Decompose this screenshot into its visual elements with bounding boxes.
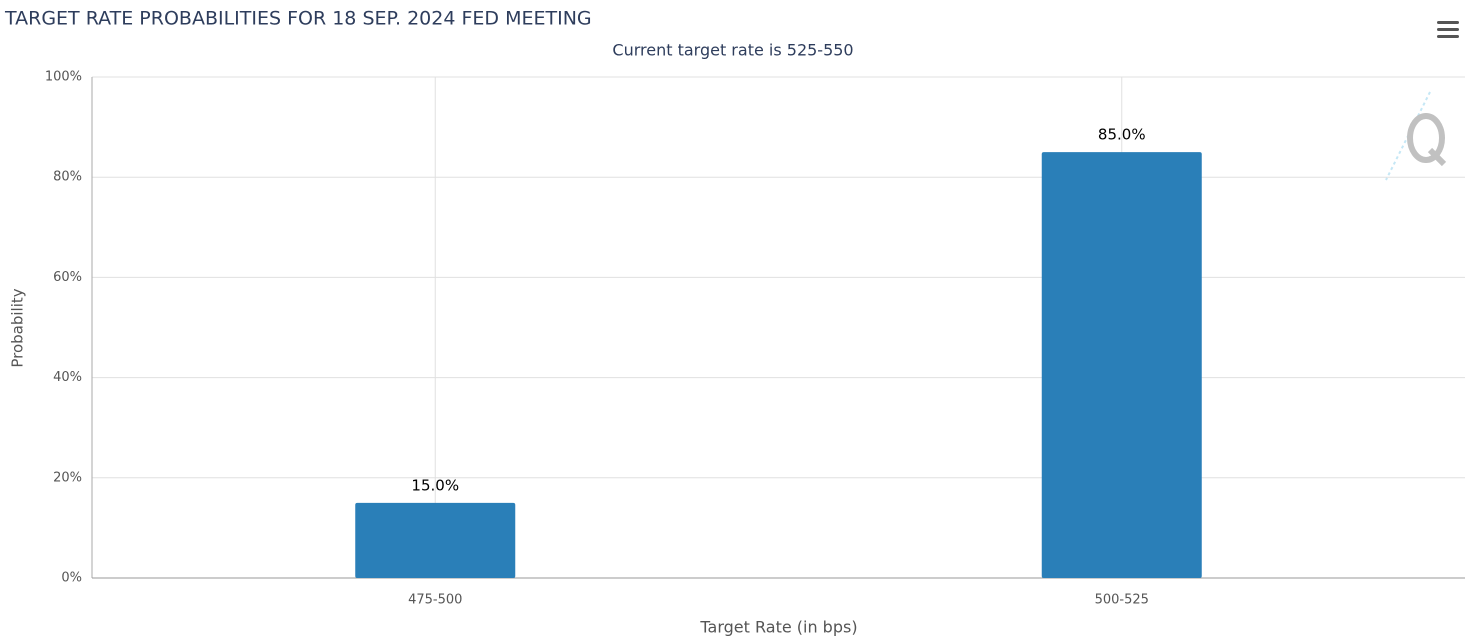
menu-button[interactable] (1437, 21, 1459, 38)
x-tick-label: 475-500 (408, 593, 462, 608)
x-tick-label: 500-525 (1095, 593, 1149, 608)
logo (1385, 91, 1447, 181)
bar (1041, 152, 1202, 578)
y-tick-label: 80% (53, 170, 82, 185)
y-tick-label: 100% (45, 70, 82, 85)
y-tick-label: 60% (53, 270, 82, 285)
menu-bar[interactable] (1437, 28, 1459, 31)
chart-title: TARGET RATE PROBABILITIES FOR 18 SEP. 20… (4, 8, 592, 30)
chart-subtitle: Current target rate is 525-550 (612, 41, 853, 60)
y-tick-label: 0% (61, 571, 82, 586)
data-label: 85.0% (1098, 126, 1146, 144)
y-tick-label: 40% (53, 370, 82, 385)
menu-bar[interactable] (1437, 21, 1459, 24)
y-axis-title: Probability (9, 288, 27, 367)
x-axis-title: Target Rate (in bps) (699, 618, 857, 637)
logo-tail (1427, 147, 1447, 167)
logo-ring (1407, 113, 1445, 163)
bar (355, 502, 516, 578)
data-label: 15.0% (411, 476, 459, 494)
menu-bar[interactable] (1437, 35, 1459, 38)
y-tick-label: 20% (53, 470, 82, 485)
